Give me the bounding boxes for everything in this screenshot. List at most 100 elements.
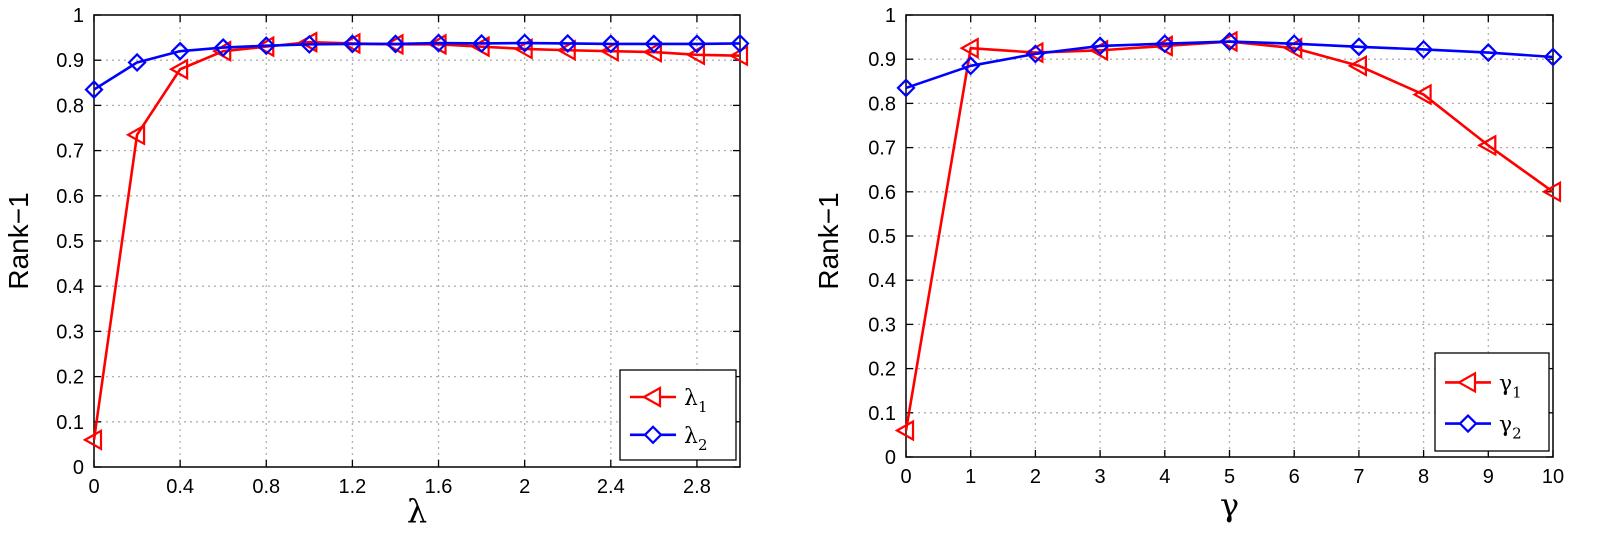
y-tick-label: 0.1 bbox=[56, 412, 84, 434]
y-tick-label: 0.4 bbox=[868, 270, 896, 292]
ticks: 0 1 2 3 4 5 6 7 8 9 10 0 0.1 0.2 0.3 0.4 0.5 0.6 0.7 0.8 0.9… bbox=[868, 5, 1564, 488]
data-point bbox=[730, 33, 750, 54]
legend-symbol: λ bbox=[684, 424, 698, 449]
y-tick-label: 0.7 bbox=[868, 138, 896, 160]
data-point bbox=[896, 78, 916, 98]
x-tick-label: 0 bbox=[88, 476, 99, 498]
legend-entry: λ1 bbox=[684, 386, 708, 416]
data-point bbox=[1219, 31, 1240, 52]
data-point bbox=[256, 36, 276, 56]
x-tick-label: 10 bbox=[1542, 466, 1564, 488]
y-tick-label: 0 bbox=[885, 447, 896, 469]
data-point bbox=[1477, 134, 1497, 157]
y-tick-label: 0.2 bbox=[868, 359, 896, 381]
y-tick-label: 0 bbox=[73, 457, 84, 479]
y-tick-label: 0.6 bbox=[56, 186, 84, 208]
data-point bbox=[1284, 34, 1304, 54]
data-point bbox=[599, 40, 619, 63]
data-point bbox=[644, 34, 664, 54]
y-tick-label: 0.9 bbox=[56, 50, 84, 72]
series-2 bbox=[84, 33, 750, 100]
data-point bbox=[1349, 37, 1369, 57]
x-tick-label: 2 bbox=[1030, 466, 1041, 488]
data-point bbox=[1347, 54, 1367, 77]
data-point bbox=[125, 123, 146, 146]
legend-box bbox=[619, 369, 737, 461]
data-point bbox=[472, 33, 492, 54]
x-tick-label: 1.2 bbox=[338, 476, 366, 498]
y-tick-label: 0.4 bbox=[56, 276, 84, 298]
legend-subscript: 2 bbox=[698, 436, 708, 454]
series-2 bbox=[896, 31, 1563, 98]
y-tick-label: 0.5 bbox=[56, 231, 84, 253]
data-point bbox=[299, 34, 319, 54]
y-tick-label: 0.3 bbox=[56, 321, 84, 343]
data-point bbox=[558, 33, 578, 54]
x-tick-label: 0.4 bbox=[166, 476, 194, 498]
data-point bbox=[1543, 47, 1563, 67]
y-tick-label: 0.5 bbox=[868, 226, 896, 248]
data-point bbox=[127, 52, 147, 73]
y-tick-label: 0.3 bbox=[868, 314, 896, 336]
legend-marker bbox=[1456, 371, 1477, 394]
legend-subscript: 1 bbox=[698, 398, 708, 416]
x-tick-label: 9 bbox=[1483, 466, 1494, 488]
data-point bbox=[513, 38, 533, 60]
y-axis-label: Rank−1 bbox=[813, 192, 844, 289]
legend-marker bbox=[1458, 414, 1478, 434]
legend-subscript: 2 bbox=[1512, 425, 1522, 443]
legend-marker bbox=[641, 386, 662, 408]
data-point bbox=[84, 80, 104, 100]
series-line bbox=[905, 40, 1554, 90]
data-point bbox=[959, 37, 979, 60]
x-tick-label: 6 bbox=[1289, 466, 1300, 488]
x-tick-label: 2.8 bbox=[683, 476, 711, 498]
legend-entry: γ2 bbox=[1499, 413, 1522, 443]
x-tick-label: 0 bbox=[900, 466, 911, 488]
data-point bbox=[894, 419, 915, 442]
x-tick-label: 4 bbox=[1159, 466, 1170, 488]
data-point bbox=[1478, 43, 1498, 63]
legend-box bbox=[1434, 352, 1550, 452]
legend-entry: λ2 bbox=[684, 424, 708, 454]
data-point bbox=[961, 56, 981, 76]
y-tick-label: 0.1 bbox=[868, 403, 896, 425]
x-tick-label: 3 bbox=[1095, 466, 1106, 488]
legend-symbol: λ bbox=[684, 386, 698, 411]
data-point bbox=[428, 33, 449, 53]
data-point bbox=[1414, 39, 1434, 60]
y-tick-label: 0.7 bbox=[56, 141, 84, 163]
y-tick-label: 0.8 bbox=[868, 93, 896, 115]
data-point bbox=[82, 428, 103, 451]
data-point bbox=[342, 34, 362, 54]
data-point bbox=[170, 41, 190, 61]
y-axis-label: Rank−1 bbox=[3, 192, 34, 289]
x-tick-label: 0.8 bbox=[252, 476, 280, 498]
x-tick-label: 2 bbox=[519, 476, 530, 498]
data-point bbox=[385, 34, 406, 54]
legend-marker bbox=[643, 425, 663, 445]
ticks: 0 0.4 0.8 1.2 1.6 2 2.4 2.8 0 0.1 0.2 0.3 0.4 0.5 0.6 0… bbox=[56, 5, 740, 498]
data-point bbox=[1155, 34, 1175, 54]
y-tick-label: 0.6 bbox=[868, 182, 896, 204]
data-point bbox=[687, 34, 707, 54]
legend-subscript: 1 bbox=[1512, 383, 1522, 401]
data-point bbox=[1090, 36, 1110, 56]
data-point bbox=[1025, 44, 1045, 64]
data-point bbox=[1541, 180, 1562, 203]
data-point bbox=[556, 39, 576, 62]
data-point bbox=[642, 41, 662, 63]
data-point bbox=[515, 33, 535, 53]
x-tick-label: 7 bbox=[1353, 466, 1364, 488]
left-chart: 0 0.4 0.8 1.2 1.6 2 2.4 2.8 0 0.1 0.2 0.3 0.4 0.5 0.6 0… bbox=[3, 5, 750, 530]
data-point bbox=[1412, 83, 1432, 106]
x-tick-label: 5 bbox=[1224, 466, 1235, 488]
legend-entry: γ1 bbox=[1499, 371, 1522, 401]
legend-symbol: γ bbox=[1499, 371, 1512, 396]
x-tick-label: 1 bbox=[965, 466, 976, 488]
y-tick-label: 0.9 bbox=[868, 49, 896, 71]
x-tick-label: 2.4 bbox=[597, 476, 625, 498]
y-tick-label: 1 bbox=[73, 5, 84, 27]
